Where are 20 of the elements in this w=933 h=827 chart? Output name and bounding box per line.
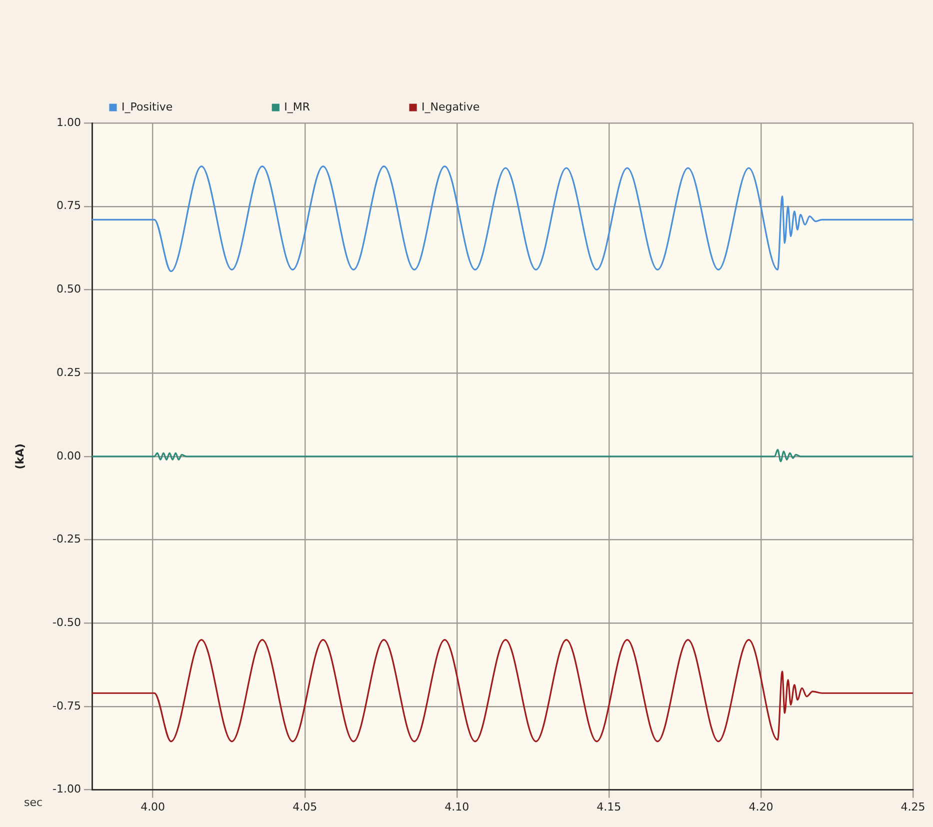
x-tick-label: 4.10: [444, 800, 470, 814]
y-tick-label: -0.50: [52, 616, 81, 629]
x-tick-label: 4.20: [748, 800, 774, 814]
y-tick-label: -0.25: [52, 532, 81, 546]
y-tick-label: 0.50: [56, 282, 81, 296]
x-tick-label: 4.15: [596, 800, 622, 814]
y-tick-label: -1.00: [52, 782, 81, 796]
x-tick-label: 4.00: [140, 800, 166, 814]
x-tick-label: 4.05: [292, 800, 318, 814]
y-tick-label: -0.75: [52, 699, 81, 712]
y-tick-label: 0.75: [56, 199, 81, 212]
x-tick-label: 4.25: [900, 800, 926, 814]
y-axis-title: (kA): [13, 443, 26, 470]
y-tick-label: 1.00: [56, 116, 81, 129]
legend-label: I_Positive: [122, 100, 173, 114]
x-axis-title: sec: [24, 796, 43, 810]
y-tick-label: 0.25: [56, 366, 81, 379]
legend-label: I_Negative: [422, 100, 480, 114]
y-tick-label: 0.00: [56, 449, 81, 462]
legend-label: I_MR: [284, 100, 310, 114]
